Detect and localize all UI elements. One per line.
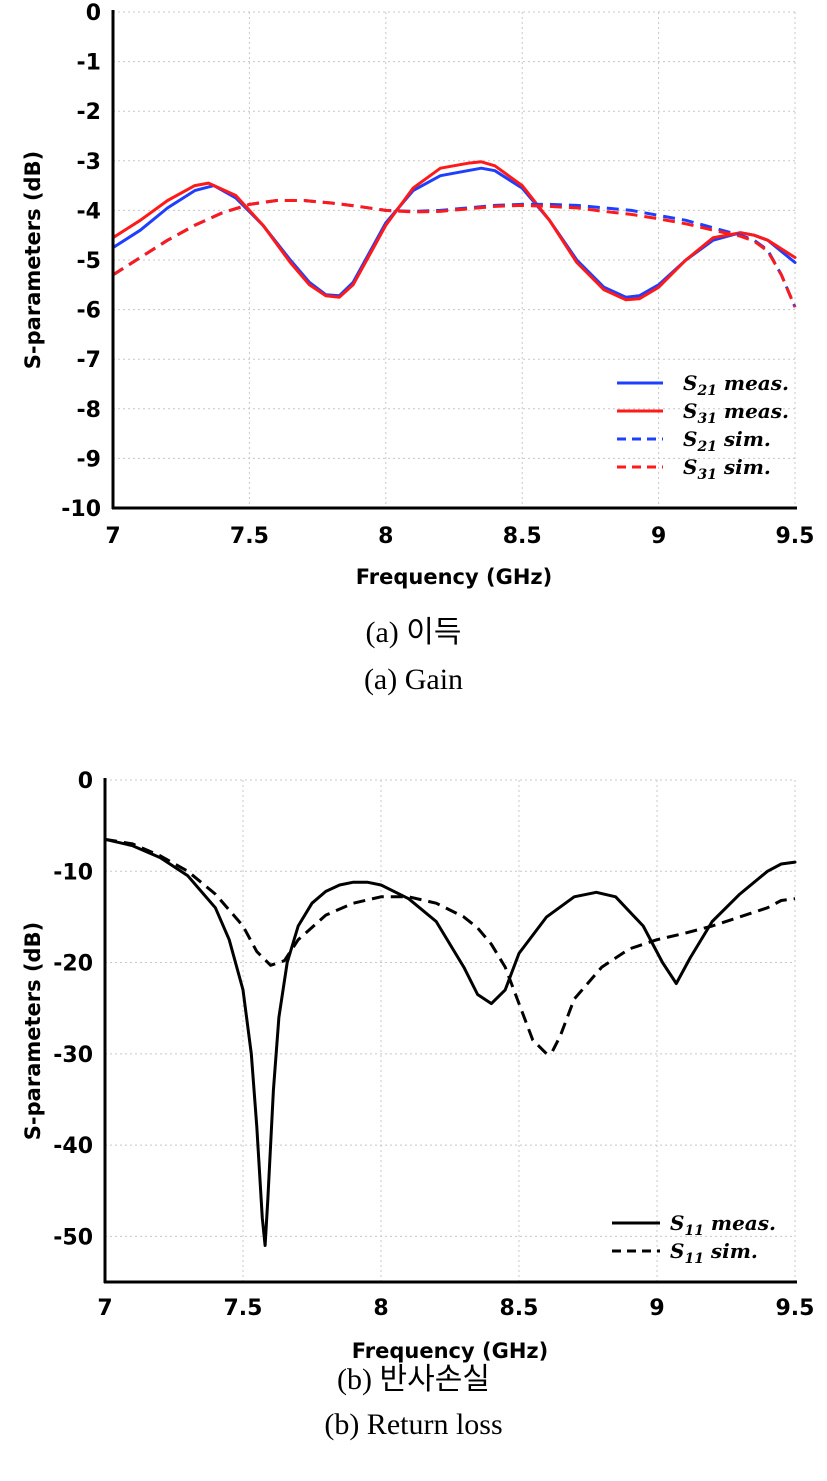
caption-return-loss-korean: (b) 반사손실: [337, 1363, 490, 1396]
gain-ytick-label-5: -5: [77, 249, 101, 274]
return-loss-ytick-label-5: -50: [53, 1225, 93, 1250]
return-loss-legend-label-0: S11 meas.: [670, 1211, 776, 1239]
gain-legend-label-1: S31 meas.: [683, 399, 789, 427]
gain-ytick-label-1: -1: [77, 51, 101, 76]
return-loss-xtick-label-5: 9.5: [776, 1296, 815, 1321]
gain-ytick-label-10: -10: [61, 497, 101, 522]
return-loss-xtick-label-2: 8: [373, 1296, 388, 1321]
gain-ytick-label-0: 0: [86, 1, 101, 26]
caption-return-loss-english: (b) Return loss: [324, 1408, 503, 1441]
gain-xtick-label-1: 7.5: [230, 524, 269, 549]
return-loss-y-axis-title: S-parameters (dB): [21, 922, 45, 1140]
gain-chart: 0 -1 -2 -3 -4 -5 -6 -7 -8 -9 -107 7.5 8 8.5 9 9.5 Freque…: [21, 1, 815, 589]
gain-ytick-label-4: -4: [77, 199, 101, 224]
gain-xtick-label-3: 8.5: [503, 524, 542, 549]
gain-xtick-label-5: 9.5: [776, 524, 815, 549]
gain-xtick-label-0: 7: [105, 524, 120, 549]
return-loss-ytick-label-3: -30: [53, 1043, 93, 1068]
gain-ytick-label-3: -3: [77, 150, 101, 175]
gain-ytick-label-7: -7: [77, 348, 101, 373]
return-loss-ytick-label-0: 0: [78, 769, 93, 794]
gain-xtick-label-4: 9: [651, 524, 666, 549]
return-loss-xtick-label-4: 9: [649, 1296, 664, 1321]
return-loss-ytick-label-1: -10: [53, 860, 93, 885]
return-loss-series-line-0: [103, 837, 797, 1247]
gain-ytick-label-9: -9: [77, 447, 101, 472]
gain-legend-label-3: S31 sim.: [683, 455, 771, 483]
gain-x-axis-title: Frequency (GHz): [356, 565, 552, 589]
gain-legend-label-0: S21 meas.: [683, 371, 789, 399]
return-loss-ytick-label-4: -40: [53, 1134, 93, 1159]
return-loss-xtick-label-0: 7: [97, 1296, 112, 1321]
return-loss-xtick-label-1: 7.5: [224, 1296, 263, 1321]
return-loss-x-axis-title: Frequency (GHz): [352, 1339, 548, 1363]
gain-xtick-label-2: 8: [378, 524, 393, 549]
gain-legend-label-2: S21 sim.: [683, 427, 771, 455]
gain-series-line-3: [112, 199, 797, 308]
return-loss-ytick-label-2: -20: [53, 952, 93, 977]
return-loss-legend-label-1: S11 sim.: [670, 1239, 758, 1267]
gain-ytick-label-2: -2: [77, 100, 101, 125]
gain-series-line-1: [111, 160, 797, 302]
return-loss-xtick-label-3: 8.5: [500, 1296, 539, 1321]
return-loss-series-line-1: [104, 837, 796, 1056]
caption-gain-korean: (a) 이득: [365, 616, 462, 649]
gain-ytick-label-6: -6: [77, 299, 101, 324]
gain-y-axis-title: S-parameters (dB): [21, 151, 45, 369]
gain-ytick-label-8: -8: [77, 398, 101, 423]
caption-gain-english: (a) Gain: [363, 663, 464, 696]
